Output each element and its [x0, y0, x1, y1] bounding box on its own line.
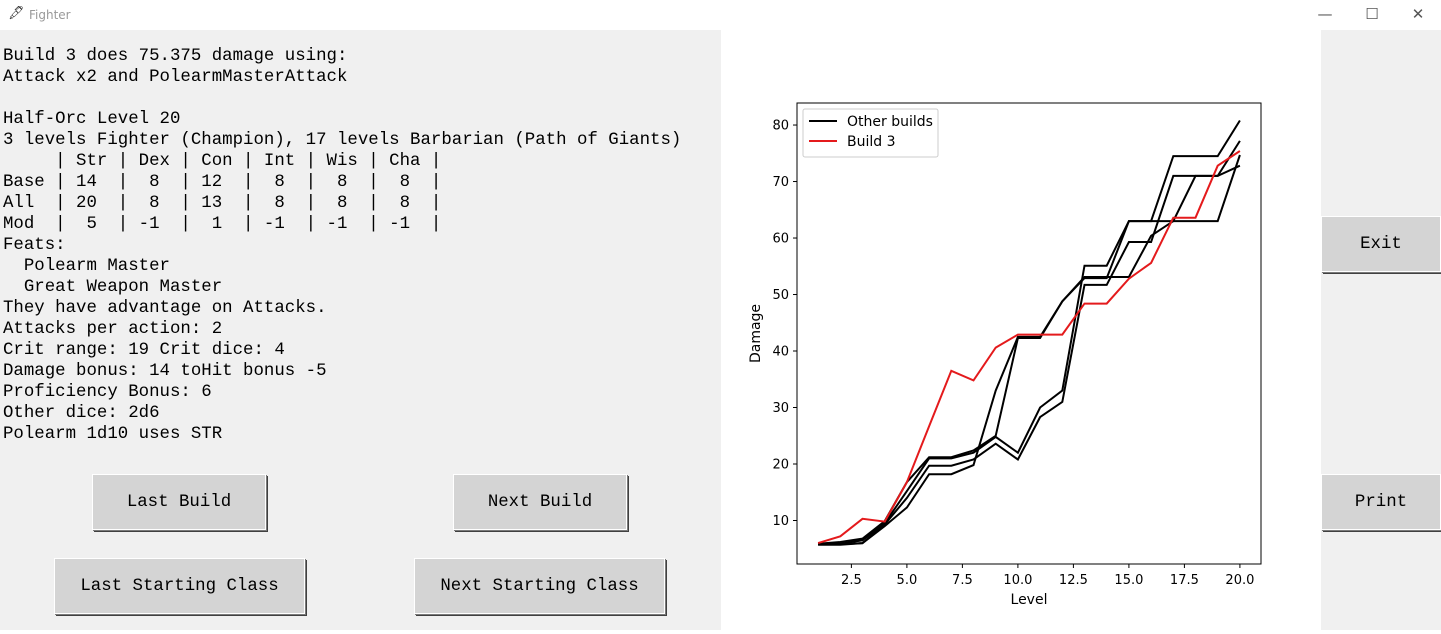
chart-svg: 2.5 5.0 7.5 10.0 12.5 15.0 17.5 20.0 10 20 30 40 50…: [748, 102, 1262, 608]
x-tick-label: 12.5: [1059, 573, 1088, 588]
legend: Other builds Build 3: [802, 108, 939, 158]
right-panel: [1321, 30, 1441, 630]
y-axis-label: Damage: [748, 304, 764, 363]
series-line-other-build: [818, 119, 1241, 545]
y-tick-label: 60: [772, 232, 789, 247]
build-info-panel: Build 3 does 75.375 damage using: Attack…: [0, 30, 721, 630]
x-tick-label: 20.0: [1225, 573, 1254, 588]
maximize-button[interactable]: ☐: [1349, 0, 1395, 30]
legend-label-build-3: Build 3: [847, 134, 896, 150]
y-tick-label: 50: [772, 288, 789, 303]
series-line-build-3: [817, 150, 1241, 545]
legend-label-other-builds: Other builds: [847, 114, 933, 130]
exit-button[interactable]: Exit: [1321, 216, 1441, 272]
damage-chart: 2.5 5.0 7.5 10.0 12.5 15.0 17.5 20.0 10 20 30 40 50…: [721, 30, 1321, 630]
series-line-other-build: [818, 164, 1241, 545]
build-info-text: Build 3 does 75.375 damage using: Attack…: [3, 47, 682, 444]
y-tick-label: 10: [772, 514, 789, 529]
y-axis: 10 20 30 40 50 60 70 80: [772, 119, 797, 529]
feather-icon: 🖋: [8, 6, 25, 21]
x-axis-label: Level: [1011, 592, 1048, 608]
plot-frame: [796, 102, 1262, 565]
close-icon: ✕: [1411, 5, 1425, 23]
last-build-button[interactable]: Last Build: [92, 474, 266, 530]
x-axis: 2.5 5.0 7.5 10.0 12.5 15.0 17.5 20.0: [841, 564, 1254, 588]
print-button[interactable]: Print: [1321, 474, 1441, 530]
close-button[interactable]: ✕: [1395, 0, 1441, 30]
x-tick-label: 7.5: [952, 573, 973, 588]
minimize-button[interactable]: —: [1302, 0, 1348, 30]
y-tick-label: 80: [772, 119, 789, 134]
next-build-button[interactable]: Next Build: [453, 474, 627, 530]
y-tick-label: 20: [772, 458, 789, 473]
y-tick-label: 30: [772, 401, 789, 416]
x-tick-label: 10.0: [1003, 573, 1032, 588]
x-tick-label: 5.0: [897, 573, 918, 588]
y-tick-label: 70: [772, 175, 789, 190]
y-tick-label: 40: [772, 345, 789, 360]
maximize-icon: ☐: [1365, 5, 1379, 23]
title-bar: 🖋 Fighter — ☐ ✕: [0, 0, 1441, 30]
x-tick-label: 17.5: [1170, 573, 1199, 588]
x-tick-label: 2.5: [841, 573, 862, 588]
series-layer: [817, 119, 1241, 546]
minimize-icon: —: [1317, 5, 1333, 23]
x-tick-label: 15.0: [1114, 573, 1143, 588]
window-title: Fighter: [29, 8, 71, 22]
last-starting-class-button[interactable]: Last Starting Class: [54, 558, 305, 614]
series-line-other-build: [818, 140, 1241, 546]
next-starting-class-button[interactable]: Next Starting Class: [414, 558, 665, 614]
